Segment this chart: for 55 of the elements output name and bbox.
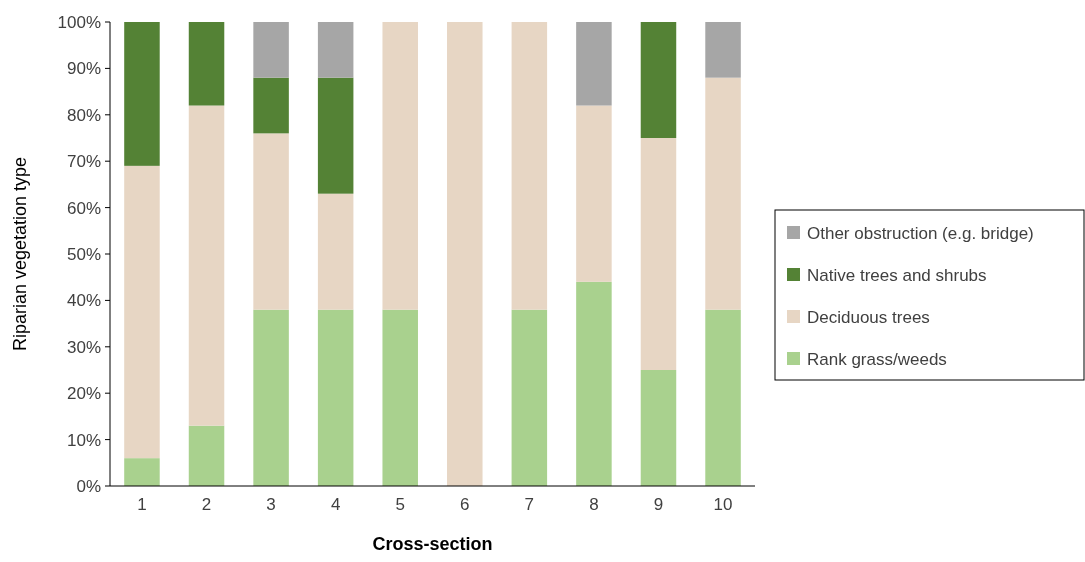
bar <box>188 425 225 486</box>
y-tick-label: 100% <box>57 12 101 32</box>
x-tick-label: 4 <box>330 495 341 514</box>
bar <box>253 309 289 486</box>
x-tick-label: 7 <box>524 495 535 514</box>
bar <box>640 22 677 138</box>
legend-label: Other obstruction (e.g. bridge) <box>807 223 1034 243</box>
x-tick-label: 5 <box>395 495 405 514</box>
y-axis-title: Riparian vegetation type <box>10 156 30 352</box>
x-axis-title: Cross-section <box>372 534 493 554</box>
bar <box>576 105 612 282</box>
bar <box>576 281 612 486</box>
y-tick-label: 80% <box>66 105 101 125</box>
legend-label: Deciduous trees <box>807 307 930 327</box>
x-tick-label: 6 <box>460 495 470 514</box>
bar <box>576 22 612 106</box>
y-tick-label: 30% <box>66 337 101 357</box>
bar <box>447 22 483 486</box>
bar <box>124 22 160 166</box>
y-tick-label: 50% <box>66 244 101 264</box>
bar <box>382 22 418 310</box>
bar <box>124 458 160 486</box>
bar <box>640 370 677 486</box>
bar <box>188 105 225 426</box>
y-tick-label: 40% <box>66 291 101 311</box>
y-tick-label: 60% <box>66 198 101 218</box>
y-tick-label: 10% <box>66 430 101 450</box>
y-tick-label: 20% <box>66 384 101 404</box>
bar <box>124 165 160 459</box>
x-tick-label: 9 <box>653 495 664 514</box>
bar <box>188 22 225 106</box>
x-tick-label: 10 <box>713 495 733 514</box>
bar <box>317 22 354 78</box>
bar <box>382 309 418 486</box>
bar <box>253 77 289 134</box>
y-tick-label: 0% <box>76 476 101 496</box>
bar <box>511 309 548 486</box>
bar <box>705 22 741 78</box>
legend-label: Rank grass/weeds <box>807 349 947 369</box>
bar <box>253 133 289 310</box>
bar <box>511 22 548 310</box>
bar <box>317 309 354 486</box>
bar <box>253 22 289 78</box>
x-tick-label: 1 <box>137 495 147 514</box>
x-tick-label: 8 <box>589 495 599 514</box>
bar <box>640 138 677 370</box>
y-tick-label: 70% <box>66 152 101 172</box>
y-tick-label: 90% <box>66 59 101 79</box>
bar <box>705 77 741 310</box>
x-tick-label: 3 <box>266 495 276 514</box>
x-tick-label: 2 <box>201 495 212 514</box>
bar <box>317 193 354 310</box>
bar <box>705 309 741 486</box>
legend-label: Native trees and shrubs <box>807 265 987 285</box>
bar <box>317 77 354 194</box>
